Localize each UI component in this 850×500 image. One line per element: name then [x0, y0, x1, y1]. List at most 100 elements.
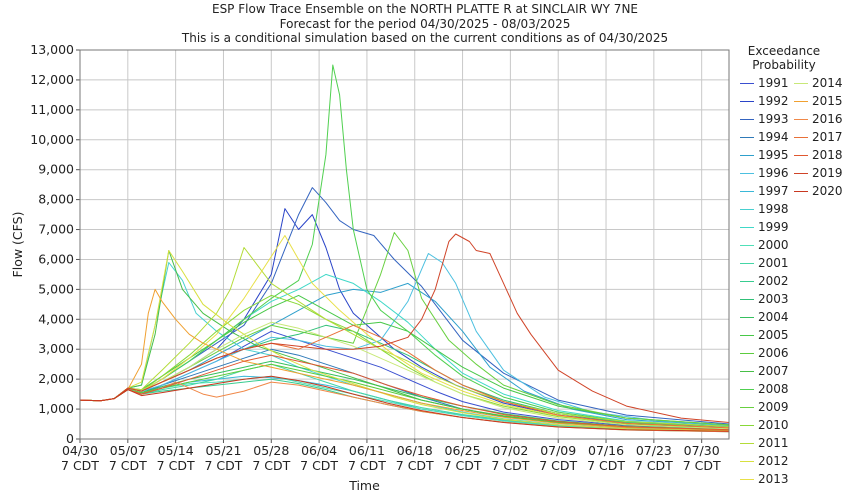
legend-swatch — [740, 191, 754, 192]
legend-swatch — [794, 137, 808, 138]
legend-swatch — [740, 317, 754, 318]
legend-title: Exceedance Probability — [734, 44, 834, 72]
legend-swatch — [794, 155, 808, 156]
legend-label: 1997 — [758, 184, 789, 198]
legend-swatch — [740, 443, 754, 444]
series-line-2012 — [79, 250, 730, 432]
x-tick-label-time: 7 CDT — [683, 458, 721, 473]
legend-swatch — [794, 173, 808, 174]
legend-item-1994: 1994 — [740, 128, 789, 146]
legend-swatch — [740, 425, 754, 426]
legend-swatch — [740, 299, 754, 300]
legend-item-2007: 2007 — [740, 362, 789, 380]
x-tick-label-time: 7 CDT — [61, 458, 99, 473]
legend-label: 1998 — [758, 202, 789, 216]
legend-swatch — [740, 245, 754, 246]
x-tick-label-time: 7 CDT — [539, 458, 577, 473]
y-tick-label: 0 — [66, 431, 74, 446]
x-tick-label-date: 06/18 — [397, 443, 433, 458]
y-tick-label: 9,000 — [38, 162, 74, 177]
legend-item-1999: 1999 — [740, 218, 789, 236]
x-tick-label-date: 05/07 — [110, 443, 146, 458]
y-tick-label: 4,000 — [38, 311, 74, 326]
y-tick-label: 13,000 — [30, 42, 74, 57]
legend-item-1993: 1993 — [740, 110, 789, 128]
legend-label: 2005 — [758, 328, 789, 342]
legend-swatch — [740, 335, 754, 336]
y-tick-label: 12,000 — [30, 72, 74, 87]
x-tick-label-time: 7 CDT — [252, 458, 290, 473]
x-tick-label-time: 7 CDT — [205, 458, 243, 473]
legend-label: 2007 — [758, 364, 789, 378]
legend-label: 2000 — [758, 238, 789, 252]
plot-area — [80, 50, 729, 439]
legend-label: 2014 — [812, 76, 843, 90]
legend-item-1996: 1996 — [740, 164, 789, 182]
legend-label: 2008 — [758, 382, 789, 396]
legend-label: 1992 — [758, 94, 789, 108]
legend-swatch — [740, 155, 754, 156]
chart-title-block: ESP Flow Trace Ensemble on the NORTH PLA… — [0, 2, 850, 46]
y-tick-label: 2,000 — [38, 371, 74, 386]
legend-swatch — [740, 389, 754, 390]
x-tick-label-date: 07/09 — [540, 443, 576, 458]
legend-item-1992: 1992 — [740, 92, 789, 110]
x-tick-label-date: 07/23 — [636, 443, 672, 458]
y-tick-label: 3,000 — [38, 341, 74, 356]
legend-label: 1991 — [758, 76, 789, 90]
legend-item-2017: 2017 — [794, 128, 843, 146]
legend-label: 1999 — [758, 220, 789, 234]
y-tick-label: 1,000 — [38, 401, 74, 416]
legend-item-2009: 2009 — [740, 398, 789, 416]
x-tick-label-time: 7 CDT — [396, 458, 434, 473]
legend-label: 2016 — [812, 112, 843, 126]
series-line-2019 — [79, 233, 730, 423]
legend-item-2016: 2016 — [794, 110, 843, 128]
x-tick-label-time: 7 CDT — [348, 458, 386, 473]
legend-label: 2004 — [758, 310, 789, 324]
series-line-2015 — [79, 288, 730, 431]
x-tick-label-date: 05/14 — [158, 443, 194, 458]
legend-label: 2020 — [812, 184, 843, 198]
legend-item-2001: 2001 — [740, 254, 789, 272]
legend-item-2013: 2013 — [740, 470, 789, 488]
x-tick-label-time: 7 CDT — [109, 458, 147, 473]
legend-swatch — [794, 191, 808, 192]
legend-swatch — [794, 101, 808, 102]
legend-swatch — [740, 479, 754, 480]
legend-label: 2019 — [812, 166, 843, 180]
legend-swatch — [740, 137, 754, 138]
legend-item-2018: 2018 — [794, 146, 843, 164]
x-axis-label: Time — [348, 478, 380, 493]
legend-swatch — [740, 119, 754, 120]
legend-swatch — [794, 83, 808, 84]
legend-item-2014: 2014 — [794, 74, 843, 92]
chart-title: ESP Flow Trace Ensemble on the NORTH PLA… — [211, 2, 638, 16]
legend-label: 2010 — [758, 418, 789, 432]
legend-label: 2015 — [812, 94, 843, 108]
series-line-2020 — [79, 375, 730, 432]
legend-swatch — [794, 119, 808, 120]
x-tick-label-time: 7 CDT — [491, 458, 529, 473]
legend-item-2002: 2002 — [740, 272, 789, 290]
plot-frame — [79, 49, 730, 440]
legend-label: 2013 — [758, 472, 789, 486]
legend-label: 1996 — [758, 166, 789, 180]
legend-item-1998: 1998 — [740, 200, 789, 218]
legend-label: 2009 — [758, 400, 789, 414]
legend-item-2010: 2010 — [740, 416, 789, 434]
legend-label: 1995 — [758, 148, 789, 162]
y-axis-label: Flow (CFS) — [10, 212, 25, 278]
y-tick-label: 5,000 — [38, 281, 74, 296]
legend-item-1991: 1991 — [740, 74, 789, 92]
legend-swatch — [740, 263, 754, 264]
legend-swatch — [740, 173, 754, 174]
x-tick-label-date: 06/11 — [349, 443, 385, 458]
legend-swatch — [740, 371, 754, 372]
legend-item-2012: 2012 — [740, 452, 789, 470]
legend-label: 2001 — [758, 256, 789, 270]
legend-item-2006: 2006 — [740, 344, 789, 362]
x-tick-label-date: 07/30 — [684, 443, 720, 458]
x-tick-label-date: 04/30 — [62, 443, 98, 458]
x-tick-label-time: 7 CDT — [635, 458, 673, 473]
